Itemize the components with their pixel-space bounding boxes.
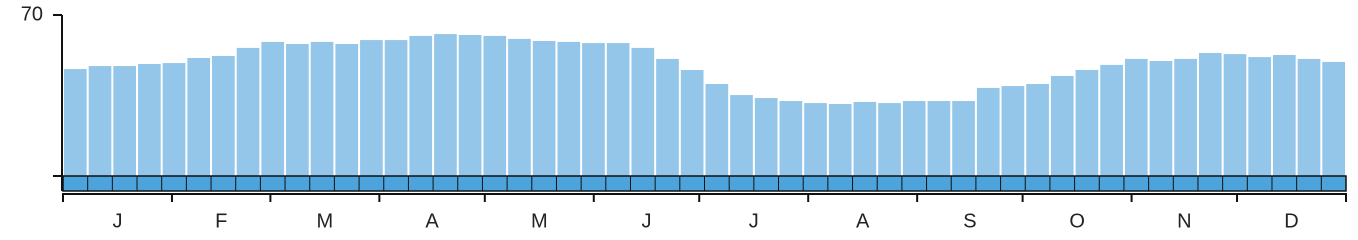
month-label: M [317,210,334,232]
month-label: N [1177,210,1191,232]
bar [730,95,753,176]
bar [1248,57,1271,177]
month-label: D [1284,210,1298,232]
y-tick-label: 70 [21,3,43,25]
month-label: A [425,210,439,232]
bar [384,40,408,176]
bar [952,101,975,176]
bar [162,63,186,176]
bar [976,87,1000,176]
bar [113,66,137,176]
bar [1297,58,1321,176]
bar [927,101,951,176]
month-label: J [749,210,759,232]
bar [680,69,704,176]
bar [878,103,901,176]
bar [286,43,309,177]
bar [532,40,556,176]
bar [1223,54,1247,176]
bar [335,43,359,177]
month-label: F [215,210,227,232]
bar [853,101,877,176]
bar [212,55,235,176]
bar [1174,58,1197,176]
bar [434,34,457,177]
bar [1001,86,1025,176]
month-label: M [531,210,548,232]
bar [138,63,161,176]
bar [88,66,112,176]
bar [409,35,433,177]
month-label: O [1069,210,1085,232]
bar [656,58,679,176]
bar [1198,52,1222,177]
bar [483,35,507,177]
month-label: S [963,210,976,232]
bar [557,41,581,176]
month-label: A [856,210,870,232]
bar [261,41,285,176]
bar [1272,55,1296,176]
bar [828,104,852,176]
bar [508,38,531,176]
bar [902,101,926,176]
bar [606,43,630,177]
month-label: J [642,210,652,232]
bar [804,103,827,176]
bar [1100,64,1123,176]
bar [64,69,87,176]
bar [631,47,655,176]
bar [1050,75,1074,176]
bar [236,47,260,176]
bar [754,98,778,176]
month-label: J [112,210,122,232]
bar [1124,58,1148,176]
bar [1026,84,1049,176]
bar [458,35,482,177]
bar [360,40,383,176]
bar [1075,69,1099,176]
bar [582,43,605,177]
bar [705,84,729,176]
bar [187,58,211,177]
bar [779,101,803,176]
bar [1149,61,1173,176]
bar [1322,61,1345,176]
bar [310,41,334,176]
